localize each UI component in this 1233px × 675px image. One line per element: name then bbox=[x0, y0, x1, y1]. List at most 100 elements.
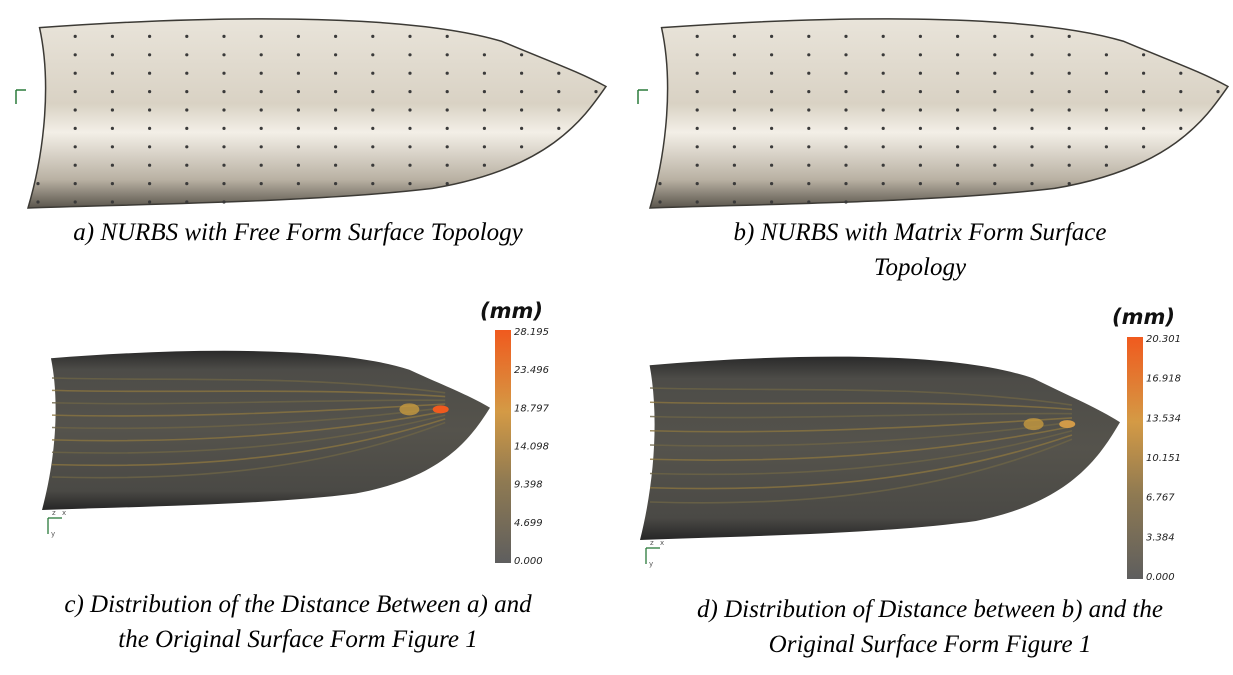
control-point bbox=[993, 72, 996, 75]
control-point bbox=[334, 108, 337, 111]
control-point bbox=[956, 108, 959, 111]
control-point bbox=[483, 127, 486, 130]
control-point bbox=[557, 108, 560, 111]
control-point bbox=[222, 200, 225, 203]
control-point bbox=[222, 108, 225, 111]
colorbar-label: 20.301 bbox=[1146, 334, 1181, 345]
control-point bbox=[297, 35, 300, 38]
control-point bbox=[733, 90, 736, 93]
control-point bbox=[844, 72, 847, 75]
control-point bbox=[520, 53, 523, 56]
control-point bbox=[807, 35, 810, 38]
control-point bbox=[520, 127, 523, 130]
control-point bbox=[520, 145, 523, 148]
control-point bbox=[882, 127, 885, 130]
control-point bbox=[1030, 72, 1033, 75]
control-point bbox=[260, 90, 263, 93]
hull-surface bbox=[28, 19, 606, 208]
control-point bbox=[260, 182, 263, 185]
control-point bbox=[260, 127, 263, 130]
control-point bbox=[956, 90, 959, 93]
control-point bbox=[733, 145, 736, 148]
axis-label: y bbox=[51, 530, 55, 538]
control-point bbox=[111, 127, 114, 130]
control-point bbox=[371, 53, 374, 56]
control-point bbox=[770, 164, 773, 167]
control-point bbox=[1105, 72, 1108, 75]
control-point bbox=[844, 200, 847, 203]
control-point bbox=[111, 108, 114, 111]
control-point bbox=[520, 90, 523, 93]
control-point bbox=[408, 182, 411, 185]
control-point bbox=[408, 108, 411, 111]
control-point bbox=[148, 35, 151, 38]
control-point bbox=[111, 200, 114, 203]
control-point bbox=[993, 164, 996, 167]
control-point bbox=[1179, 108, 1182, 111]
control-point bbox=[185, 200, 188, 203]
control-point bbox=[148, 127, 151, 130]
control-point bbox=[1068, 182, 1071, 185]
control-point bbox=[446, 35, 449, 38]
control-point bbox=[148, 145, 151, 148]
colorbar-label: 23.496 bbox=[514, 365, 549, 376]
control-point bbox=[111, 145, 114, 148]
colorbar-label: 18.797 bbox=[514, 403, 550, 414]
colorbar-label: 6.767 bbox=[1146, 493, 1175, 504]
control-point bbox=[956, 182, 959, 185]
control-point bbox=[371, 145, 374, 148]
caption: c) Distribution of the Distance Between … bbox=[64, 591, 532, 618]
hot-spot bbox=[1024, 418, 1044, 430]
colorbar-label: 4.699 bbox=[514, 518, 543, 529]
control-point bbox=[74, 72, 77, 75]
control-point bbox=[1179, 72, 1182, 75]
control-point bbox=[993, 127, 996, 130]
control-point bbox=[297, 72, 300, 75]
control-point bbox=[1068, 53, 1071, 56]
control-point bbox=[696, 200, 699, 203]
control-point bbox=[74, 164, 77, 167]
control-point bbox=[770, 127, 773, 130]
control-point bbox=[919, 164, 922, 167]
hot-spot bbox=[1059, 420, 1075, 428]
control-point bbox=[993, 53, 996, 56]
control-point bbox=[446, 145, 449, 148]
control-point bbox=[1068, 164, 1071, 167]
control-point bbox=[1030, 35, 1033, 38]
control-point bbox=[334, 127, 337, 130]
control-point bbox=[1030, 108, 1033, 111]
colorbar-label: 28.195 bbox=[514, 327, 549, 338]
control-point bbox=[770, 90, 773, 93]
control-point bbox=[557, 72, 560, 75]
control-point bbox=[408, 53, 411, 56]
control-point bbox=[770, 145, 773, 148]
control-point bbox=[807, 200, 810, 203]
control-point bbox=[483, 164, 486, 167]
control-point bbox=[334, 35, 337, 38]
colorbar bbox=[1127, 337, 1143, 579]
control-point bbox=[408, 72, 411, 75]
control-point bbox=[1142, 90, 1145, 93]
control-point bbox=[1068, 127, 1071, 130]
control-point bbox=[74, 35, 77, 38]
control-point bbox=[483, 108, 486, 111]
colorbar-label: 10.151 bbox=[1146, 453, 1181, 464]
control-point bbox=[882, 53, 885, 56]
control-point bbox=[1030, 90, 1033, 93]
control-point bbox=[696, 35, 699, 38]
caption: a) NURBS with Free Form Surface Topology bbox=[73, 219, 523, 246]
control-point bbox=[222, 182, 225, 185]
control-point bbox=[807, 164, 810, 167]
control-point bbox=[148, 90, 151, 93]
control-point bbox=[408, 164, 411, 167]
control-point bbox=[483, 90, 486, 93]
control-point bbox=[919, 90, 922, 93]
control-point bbox=[696, 72, 699, 75]
colorbar bbox=[495, 330, 511, 563]
control-point bbox=[733, 182, 736, 185]
control-point bbox=[148, 72, 151, 75]
control-point bbox=[446, 53, 449, 56]
colorbar-label: 13.534 bbox=[1146, 413, 1181, 424]
control-point bbox=[1105, 108, 1108, 111]
control-point bbox=[297, 182, 300, 185]
